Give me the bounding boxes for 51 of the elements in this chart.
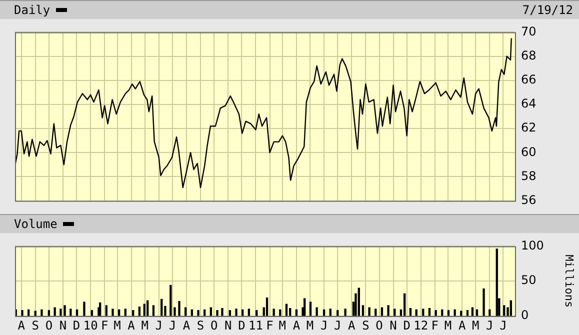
text: 7/19/12 [522, 3, 573, 17]
y-tick-label: 70 [521, 24, 536, 38]
x-tick-label: D [403, 318, 410, 332]
x-tick-label: A [348, 318, 356, 332]
y-tick-label: 58 [521, 168, 536, 183]
y-axis-title: Millions [562, 254, 576, 308]
x-tick-label: 10 [83, 318, 98, 332]
x-tick-label: A [292, 318, 301, 332]
x-tick-label: O [376, 318, 383, 332]
y-tick-label: 0 [521, 308, 529, 322]
x-tick-label: M [114, 318, 121, 332]
y-tick-label: 68 [521, 48, 536, 62]
x-tick-label: J [486, 318, 494, 332]
y-tick-label: 60 [521, 144, 536, 159]
x-tick-label: F [266, 318, 274, 332]
x-tick-label: F [431, 318, 439, 332]
x-tick-label: N [59, 318, 67, 332]
x-tick-label: J [334, 318, 342, 332]
x-tick-label: O [45, 318, 53, 332]
x-tick-label: J [168, 318, 176, 332]
y-tick-label: 62 [521, 120, 536, 135]
x-tick-label: M [444, 318, 452, 332]
y-tick-label: 64 [521, 96, 536, 111]
x-tick-label: N [390, 318, 397, 332]
x-tick-label: 11 [248, 318, 263, 332]
x-tick-label: A [128, 318, 136, 332]
x-tick-label: S [362, 318, 370, 332]
x-tick-label: M [472, 318, 480, 332]
y-tick-label: 50 [521, 273, 536, 288]
x-tick-label: N [224, 318, 232, 332]
x-tick-label: J [500, 318, 507, 332]
x-tick-label: M [141, 318, 148, 332]
x-tick-label: A [182, 318, 191, 332]
x-tick-label: A [458, 318, 466, 332]
x-tick-label: A [18, 318, 26, 332]
x-tick-label: S [196, 318, 204, 332]
x-tick-label: M [306, 318, 314, 332]
x-tick-label: S [32, 318, 39, 332]
x-tick-label: D [238, 318, 246, 332]
chart-title: Daily [14, 3, 50, 17]
x-tick-label: 12 [414, 318, 428, 332]
chart-title: Volume [14, 217, 58, 231]
y-tick-label: 66 [521, 72, 536, 86]
x-tick-label: O [210, 318, 218, 332]
x-tick-label: D [72, 318, 80, 332]
x-tick-label: M [278, 318, 286, 332]
x-tick-label: J [155, 318, 163, 332]
y-tick-label: 100 [521, 238, 544, 252]
y-tick-label: 56 [521, 192, 536, 207]
x-tick-label: F [100, 318, 108, 332]
x-tick-label: J [320, 318, 328, 332]
